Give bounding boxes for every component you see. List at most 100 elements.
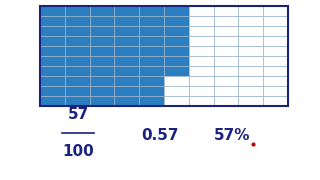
Bar (40, 16, 65, 26)
Bar (90, 26, 115, 36)
Bar (214, 66, 238, 76)
Bar (139, 56, 164, 66)
Bar (263, 86, 288, 96)
Bar (189, 16, 214, 26)
Bar (115, 6, 139, 16)
Bar (214, 56, 238, 66)
Bar (90, 66, 115, 76)
Bar (90, 46, 115, 56)
Bar (40, 6, 65, 16)
Bar (115, 86, 139, 96)
Bar (214, 86, 238, 96)
Bar (40, 56, 65, 66)
Bar (164, 16, 189, 26)
Bar (139, 46, 164, 56)
Bar (115, 46, 139, 56)
Bar (115, 96, 139, 106)
Bar (115, 56, 139, 66)
Bar (238, 46, 263, 56)
Bar (263, 6, 288, 16)
Bar (40, 6, 288, 106)
Bar (65, 76, 90, 86)
Bar (189, 26, 214, 36)
Bar (139, 36, 164, 46)
Bar (40, 66, 65, 76)
Bar (189, 36, 214, 46)
Bar (139, 96, 164, 106)
Bar (65, 16, 90, 26)
Bar (263, 96, 288, 106)
Bar (139, 6, 164, 16)
Bar (238, 66, 263, 76)
Bar (189, 76, 214, 86)
Bar (139, 26, 164, 36)
Bar (164, 86, 189, 96)
Bar (115, 16, 139, 26)
Bar (214, 36, 238, 46)
Bar (115, 36, 139, 46)
Bar (263, 76, 288, 86)
Bar (40, 26, 65, 36)
Bar (189, 86, 214, 96)
Bar (90, 16, 115, 26)
Bar (139, 66, 164, 76)
Bar (238, 96, 263, 106)
Bar (40, 76, 65, 86)
Bar (189, 46, 214, 56)
Bar (164, 46, 189, 56)
Bar (65, 96, 90, 106)
Bar (90, 6, 115, 16)
Bar (263, 56, 288, 66)
Bar (263, 36, 288, 46)
Bar (90, 76, 115, 86)
Text: 57%: 57% (214, 129, 250, 143)
Bar (40, 46, 65, 56)
Bar (65, 46, 90, 56)
Bar (214, 46, 238, 56)
Bar (65, 36, 90, 46)
Bar (238, 56, 263, 66)
Text: 57: 57 (68, 107, 89, 122)
Bar (65, 6, 90, 16)
Bar (189, 6, 214, 16)
Bar (65, 56, 90, 66)
Bar (189, 56, 214, 66)
Bar (90, 96, 115, 106)
Bar (238, 36, 263, 46)
Bar (65, 86, 90, 96)
Bar (164, 56, 189, 66)
Bar (65, 26, 90, 36)
Bar (164, 36, 189, 46)
Bar (139, 76, 164, 86)
Bar (189, 96, 214, 106)
Bar (214, 76, 238, 86)
Bar (263, 26, 288, 36)
Bar (40, 96, 65, 106)
Bar (139, 16, 164, 26)
Bar (90, 56, 115, 66)
Bar (40, 86, 65, 96)
Bar (238, 6, 263, 16)
Bar (214, 16, 238, 26)
Bar (115, 66, 139, 76)
Bar (214, 6, 238, 16)
Bar (164, 96, 189, 106)
Bar (263, 16, 288, 26)
Bar (139, 86, 164, 96)
Bar (214, 26, 238, 36)
Bar (214, 96, 238, 106)
Bar (263, 66, 288, 76)
Bar (238, 86, 263, 96)
Bar (164, 6, 189, 16)
Bar (238, 76, 263, 86)
Bar (164, 76, 189, 86)
Bar (164, 66, 189, 76)
Bar (263, 46, 288, 56)
Bar (115, 26, 139, 36)
Text: 0.57: 0.57 (141, 129, 179, 143)
Bar (40, 36, 65, 46)
Bar (238, 26, 263, 36)
Bar (164, 26, 189, 36)
Bar (115, 76, 139, 86)
Bar (90, 36, 115, 46)
